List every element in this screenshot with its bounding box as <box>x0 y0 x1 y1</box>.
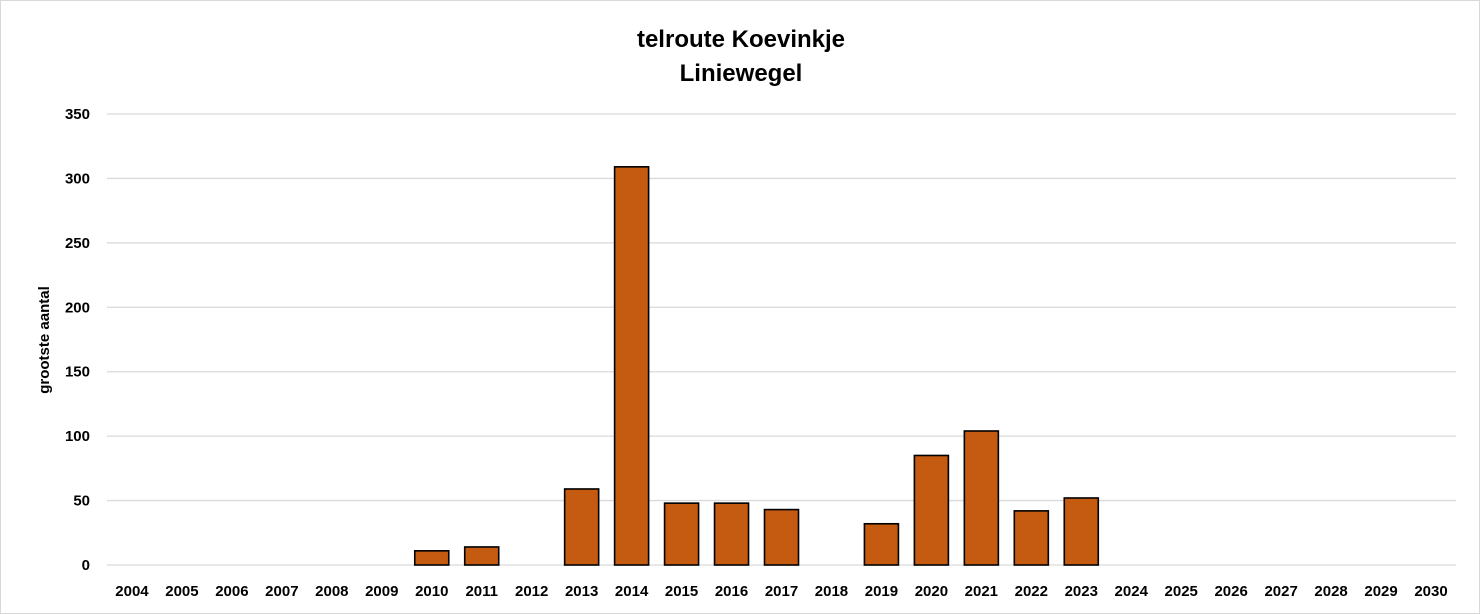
y-axis-label: grootste aantal <box>36 286 53 394</box>
x-tick-label: 2006 <box>215 583 248 600</box>
bar-2017 <box>763 508 800 566</box>
chart-title-line: Liniewegel <box>680 60 803 87</box>
bar-2014 <box>613 166 650 566</box>
bar-2013 <box>563 488 600 566</box>
bar-2021 <box>963 430 1000 566</box>
x-tick-label: 2017 <box>765 583 798 600</box>
y-tick-label: 300 <box>65 170 90 187</box>
bars <box>413 166 1100 566</box>
x-tick-label: 2011 <box>465 583 498 600</box>
x-tick-label: 2024 <box>1115 583 1149 600</box>
x-tick-label: 2015 <box>665 583 698 600</box>
gridlines <box>107 113 1456 566</box>
bar-2022 <box>1013 510 1050 566</box>
y-tick-label: 0 <box>82 557 90 574</box>
x-tick-label: 2022 <box>1015 583 1048 600</box>
x-tick-label: 2027 <box>1264 583 1297 600</box>
y-tick-label: 200 <box>65 299 90 316</box>
x-tick-label: 2014 <box>615 583 649 600</box>
x-tick-label: 2026 <box>1214 583 1247 600</box>
x-axis-ticks: 2004 2005 2006 2007 2008 2009 2010 2011 2012 2013… <box>115 583 1447 600</box>
bar-2015 <box>663 502 700 566</box>
y-tick-label: 150 <box>65 364 90 381</box>
x-tick-label: 2009 <box>365 583 398 600</box>
y-axis-label-group: grootste aantal <box>36 286 53 394</box>
bar-2016 <box>713 502 750 566</box>
bar-2011 <box>463 546 500 566</box>
x-tick-label: 2010 <box>415 583 448 600</box>
x-tick-label: 2023 <box>1065 583 1098 600</box>
y-tick-label: 50 <box>73 493 90 510</box>
x-tick-label: 2028 <box>1314 583 1347 600</box>
x-tick-label: 2019 <box>865 583 898 600</box>
y-tick-label: 250 <box>65 235 90 252</box>
x-tick-label: 2030 <box>1414 583 1447 600</box>
x-tick-label: 2012 <box>515 583 548 600</box>
x-tick-label: 2020 <box>915 583 948 600</box>
x-tick-label: 2008 <box>315 583 348 600</box>
x-tick-label: 2007 <box>265 583 298 600</box>
x-tick-label: 2016 <box>715 583 748 600</box>
x-tick-label: 2021 <box>965 583 998 600</box>
bar-2019 <box>863 522 900 566</box>
x-tick-label: 2029 <box>1364 583 1397 600</box>
x-tick-label: 2018 <box>815 583 848 600</box>
y-tick-label: 350 <box>65 106 90 123</box>
bar-2010 <box>413 550 450 566</box>
x-tick-label: 2025 <box>1165 583 1198 600</box>
y-tick-label: 100 <box>65 428 90 445</box>
chart-title-line: telroute Koevinkje <box>637 26 845 53</box>
chart-title: telroute Koevinkje Liniewegel <box>637 26 845 87</box>
y-axis-ticks: 0 50 100 150 200 250 300 350 <box>65 106 90 574</box>
bar-2020 <box>913 454 950 566</box>
x-tick-label: 2005 <box>165 583 198 600</box>
x-tick-label: 2004 <box>115 583 149 600</box>
x-tick-label: 2013 <box>565 583 598 600</box>
bar-2023 <box>1063 497 1100 566</box>
